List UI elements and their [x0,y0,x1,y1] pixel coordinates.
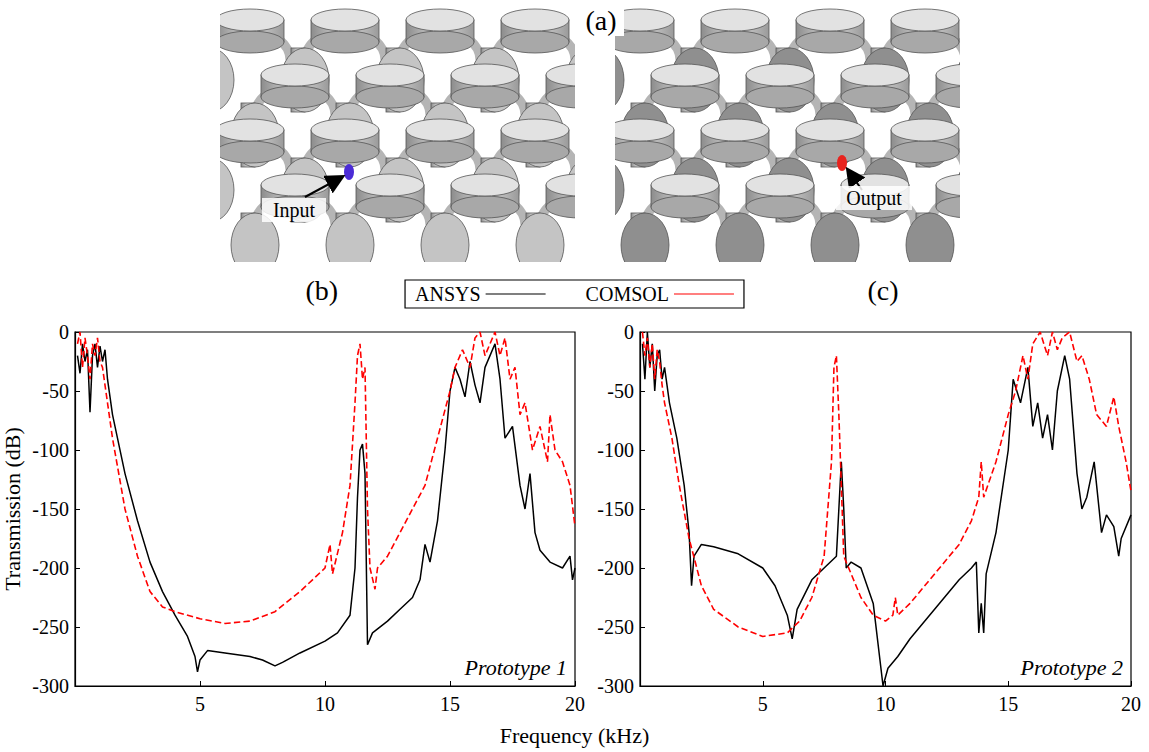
svg-text:(a): (a) [585,5,616,36]
svg-text:Prototype 1: Prototype 1 [464,655,567,680]
svg-text:15: 15 [440,693,460,715]
svg-text:-150: -150 [597,498,634,520]
svg-text:0: 0 [59,321,69,343]
svg-text:-200: -200 [32,557,69,579]
svg-text:-150: -150 [32,498,69,520]
svg-text:-200: -200 [597,557,634,579]
svg-text:-50: -50 [42,380,69,402]
svg-text:(b): (b) [306,275,339,306]
svg-text:Input: Input [273,199,316,222]
svg-text:Frequency (kHz): Frequency (kHz) [500,723,650,748]
svg-text:Transmission (dB): Transmission (dB) [0,427,25,591]
svg-text:-50: -50 [607,380,634,402]
svg-text:-100: -100 [597,439,634,461]
svg-text:0: 0 [624,321,634,343]
svg-text:(c): (c) [868,275,899,306]
svg-text:-300: -300 [597,675,634,697]
svg-text:20: 20 [565,693,585,715]
svg-text:5: 5 [758,693,768,715]
svg-text:5: 5 [195,693,205,715]
svg-text:20: 20 [1121,693,1141,715]
svg-text:ANSYS: ANSYS [415,283,481,305]
svg-text:Prototype 2: Prototype 2 [1020,655,1123,680]
svg-text:COMSOL: COMSOL [586,283,669,305]
svg-text:-300: -300 [32,675,69,697]
svg-text:15: 15 [998,693,1018,715]
svg-text:10: 10 [876,693,896,715]
svg-text:10: 10 [315,693,335,715]
svg-text:-250: -250 [597,616,634,638]
svg-text:-100: -100 [32,439,69,461]
svg-text:-250: -250 [32,616,69,638]
svg-text:Output: Output [846,187,902,210]
